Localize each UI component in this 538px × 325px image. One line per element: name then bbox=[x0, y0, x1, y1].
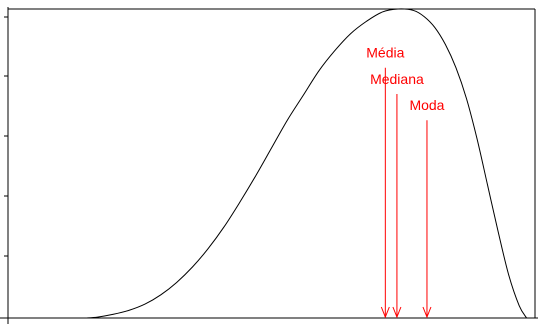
y-axis-ticks bbox=[4, 16, 8, 257]
annotation-arrowhead-mediana bbox=[392, 306, 402, 319]
annotation-label-media: Média bbox=[366, 45, 404, 61]
annotation-arrowhead-media bbox=[380, 306, 390, 319]
annotations-group: Média Mediana Moda bbox=[366, 45, 445, 319]
density-curve bbox=[85, 8, 527, 319]
annotation-arrowhead-moda bbox=[422, 306, 432, 319]
annotation-label-moda: Moda bbox=[409, 97, 444, 113]
annotation-label-mediana: Mediana bbox=[370, 71, 424, 87]
